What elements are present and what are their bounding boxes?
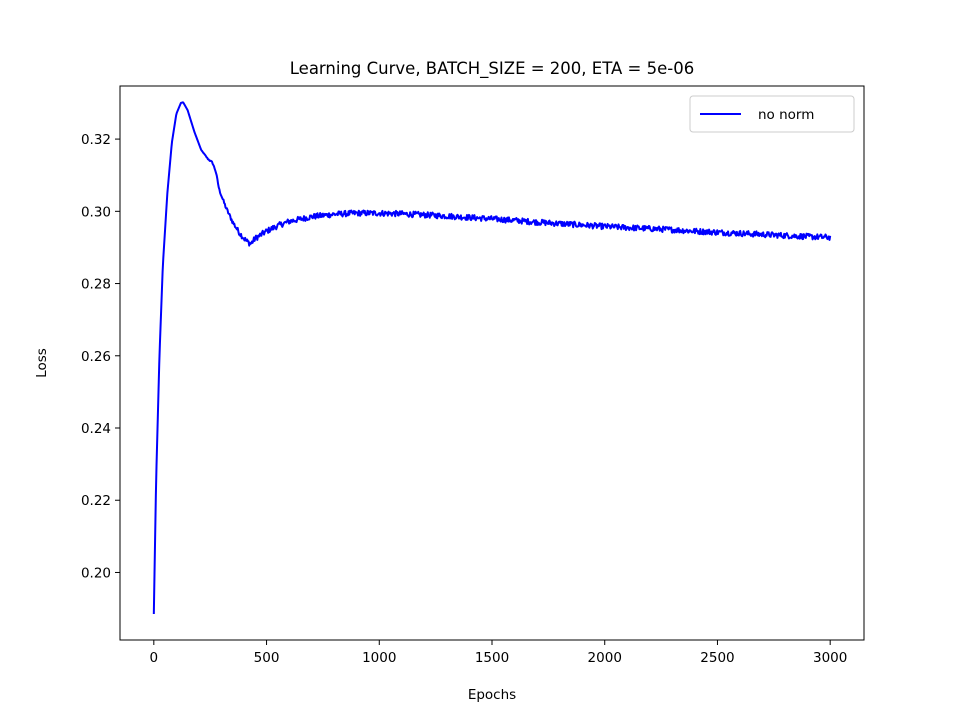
legend-entry-label: no norm bbox=[758, 107, 814, 123]
x-axis-label: Epochs bbox=[468, 687, 516, 703]
legend: no norm bbox=[689, 95, 855, 133]
x-tick-label: 0 bbox=[150, 650, 159, 666]
y-axis-label: Loss bbox=[34, 348, 50, 378]
x-tick-label: 2500 bbox=[700, 650, 734, 666]
y-tick-label: 0.22 bbox=[81, 493, 111, 509]
y-tick-label: 0.24 bbox=[81, 421, 111, 437]
y-tick-label: 0.26 bbox=[81, 349, 111, 365]
plot-area bbox=[120, 86, 864, 640]
legend-box bbox=[689, 95, 855, 133]
x-tick-label: 2000 bbox=[588, 650, 622, 666]
x-axis-ticks: 0 500 1000 1500 2000 2500 3000 bbox=[150, 640, 847, 666]
y-tick-label: 0.30 bbox=[81, 204, 111, 220]
series-layer bbox=[152, 101, 832, 615]
x-tick-label: 3000 bbox=[813, 650, 847, 666]
chart-title: Learning Curve, BATCH_SIZE = 200, ETA = … bbox=[290, 59, 694, 79]
y-axis-ticks: 0.20 0.22 0.24 0.26 0.28 0.30 0.32 bbox=[81, 132, 120, 581]
y-tick-label: 0.28 bbox=[81, 277, 111, 293]
x-tick-label: 500 bbox=[254, 650, 280, 666]
y-tick-label: 0.32 bbox=[81, 132, 111, 148]
x-tick-label: 1500 bbox=[475, 650, 509, 666]
y-tick-label: 0.20 bbox=[81, 565, 111, 581]
x-tick-label: 1000 bbox=[362, 650, 396, 666]
series-line bbox=[152, 101, 832, 615]
